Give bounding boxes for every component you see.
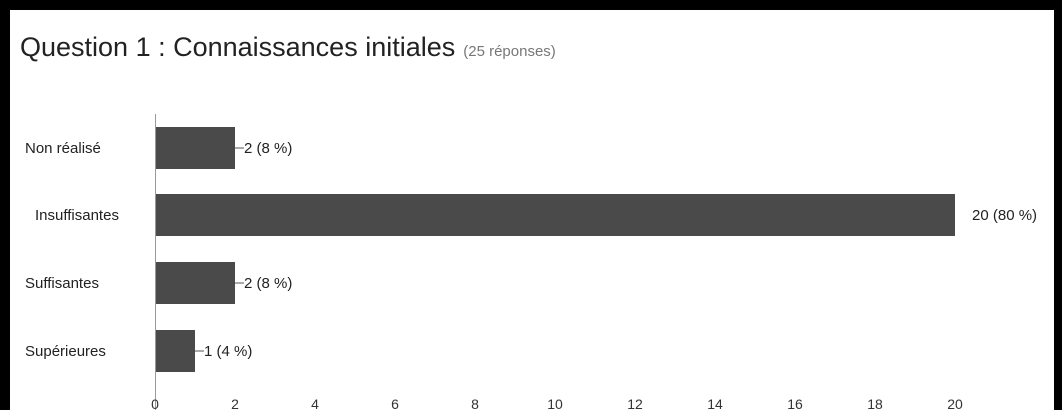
x-tick-label: 20	[947, 396, 963, 410]
bar	[156, 262, 235, 304]
chart-panel: Question 1 : Connaissances initiales (25 …	[10, 10, 1054, 410]
chart-title: Question 1 : Connaissances initiales	[20, 32, 456, 62]
x-tick-label: 16	[787, 396, 803, 410]
data-label: 2 (8 %)	[244, 275, 292, 292]
data-label: 2 (8 %)	[244, 140, 292, 157]
category-label: Non réalisé	[25, 140, 101, 157]
bar	[156, 330, 195, 372]
x-tick-label: 2	[231, 396, 239, 410]
x-tick-label: 14	[707, 396, 723, 410]
category-label: Suffisantes	[25, 275, 99, 292]
chart-subtitle: (25 réponses)	[463, 43, 556, 60]
title-row: Question 1 : Connaissances initiales (25 …	[20, 32, 556, 63]
x-tick-label: 6	[391, 396, 399, 410]
x-tick-label: 8	[471, 396, 479, 410]
x-tick-label: 12	[627, 396, 643, 410]
category-label: Insuffisantes	[35, 207, 119, 224]
x-tick-label: 10	[547, 396, 563, 410]
x-tick-label: 18	[867, 396, 883, 410]
x-tick-label: 4	[311, 396, 319, 410]
x-tick-label: 0	[151, 396, 159, 410]
bar	[156, 127, 235, 169]
bar-chart: Non réalisé 2 (8 %) Insuffisantes 20 (80 %)…	[25, 114, 1037, 410]
category-label: Supérieures	[25, 343, 106, 360]
data-label: 1 (4 %)	[204, 343, 252, 360]
bar	[156, 194, 955, 236]
data-label: 20 (80 %)	[972, 207, 1037, 224]
